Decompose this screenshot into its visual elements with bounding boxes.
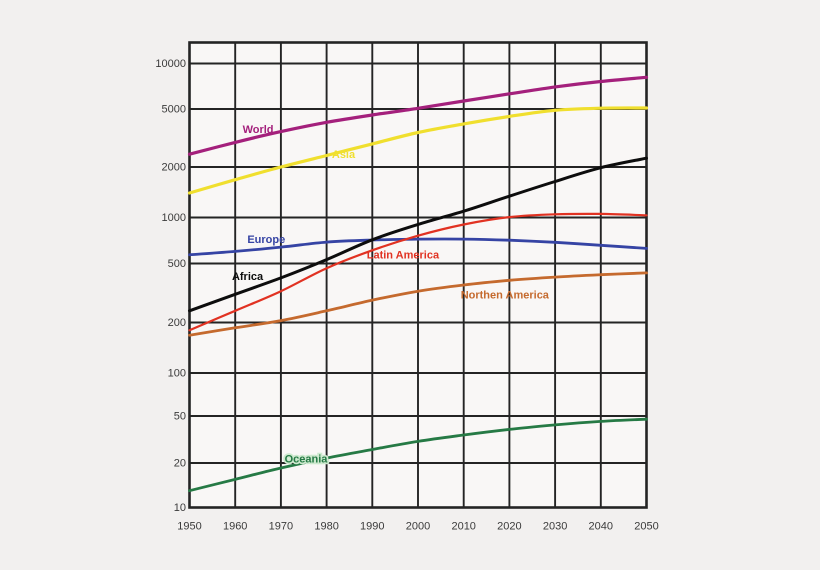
series-line-world	[187, 75, 649, 156]
y-tick-20: 20	[174, 458, 186, 470]
series-line-africa	[188, 156, 648, 313]
series-label-world: World	[243, 124, 274, 136]
series-label-oceania: Oceania	[285, 453, 329, 465]
x-tick-2050: 2050	[634, 521, 658, 533]
series-line-asia	[187, 106, 649, 195]
series-label-africa: Africa	[232, 271, 264, 283]
y-tick-500: 500	[168, 258, 186, 270]
x-tick-1980: 1980	[314, 521, 338, 533]
series-label-europe: Europe	[247, 234, 285, 246]
x-tick-2030: 2030	[543, 521, 567, 533]
series-line-northern-america	[188, 271, 648, 337]
x-tick-1990: 1990	[360, 521, 384, 533]
series-line-europe	[188, 237, 648, 257]
x-tick-2020: 2020	[497, 521, 521, 533]
series-label-asia: Asia	[332, 149, 356, 161]
x-tick-2010: 2010	[451, 521, 475, 533]
x-tick-1960: 1960	[223, 521, 247, 533]
y-tick-2000: 2000	[162, 162, 186, 174]
x-tick-2040: 2040	[589, 521, 613, 533]
x-tick-1970: 1970	[269, 521, 293, 533]
y-tick-10: 10	[174, 502, 186, 514]
series-lines	[187, 75, 649, 493]
plot-border	[188, 41, 648, 509]
series-label-latin-america: Latin America	[367, 249, 440, 261]
y-tick-5000: 5000	[162, 104, 186, 116]
series-label-northern-america: Northen America	[461, 289, 550, 301]
y-tick-1000: 1000	[162, 212, 186, 224]
y-tick-100: 100	[168, 368, 186, 380]
series-line-latin-america	[188, 212, 648, 332]
x-tick-2000: 2000	[406, 521, 430, 533]
x-tick-1950: 1950	[177, 521, 201, 533]
y-tick-10000: 10000	[155, 58, 186, 70]
y-tick-50: 50	[174, 411, 186, 423]
y-tick-200: 200	[168, 317, 186, 329]
series-line-oceania	[188, 417, 648, 493]
series-labels: World Asia Europe Latin America Northen Amer…	[232, 124, 550, 467]
